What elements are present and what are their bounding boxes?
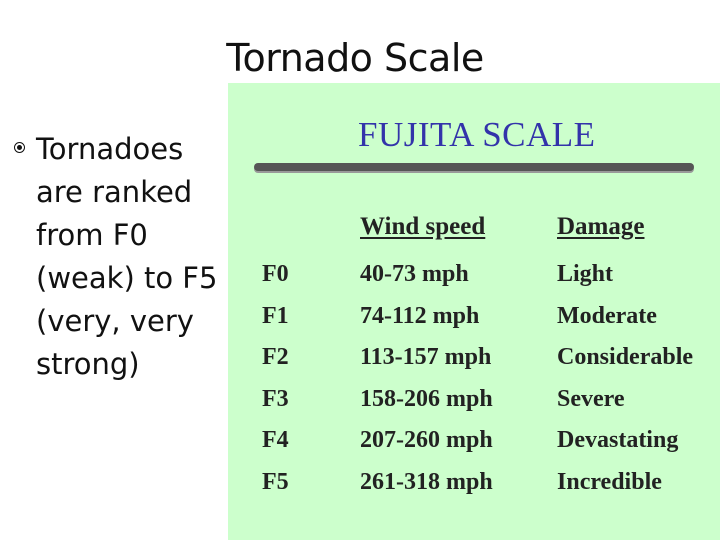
table-row: F4 207-260 mph Devastating bbox=[228, 427, 720, 467]
wind-cell: 261-318 mph bbox=[360, 469, 493, 495]
fujita-scale-title: FUJITA SCALE bbox=[358, 115, 596, 154]
bullet-circle-icon bbox=[14, 142, 25, 153]
wind-cell: 158-206 mph bbox=[360, 386, 493, 412]
wind-cell: 40-73 mph bbox=[360, 261, 469, 287]
damage-cell: Severe bbox=[557, 386, 625, 412]
fujita-scale-image: FUJITA SCALE Wind speed Damage F0 40-73 … bbox=[228, 83, 720, 540]
category-cell: F4 bbox=[262, 427, 289, 453]
category-cell: F3 bbox=[262, 386, 289, 412]
damage-cell: Devastating bbox=[557, 427, 679, 453]
wind-speed-header: Wind speed bbox=[360, 213, 486, 240]
category-cell: F0 bbox=[262, 261, 289, 287]
category-cell: F1 bbox=[262, 303, 289, 329]
wind-cell: 207-260 mph bbox=[360, 427, 493, 453]
title-divider bbox=[254, 163, 694, 171]
table-row: F0 40-73 mph Light bbox=[228, 261, 720, 301]
damage-header: Damage bbox=[557, 213, 645, 240]
slide-title: Tornado Scale bbox=[226, 36, 484, 80]
table-row: F2 113-157 mph Considerable bbox=[228, 344, 720, 384]
damage-cell: Incredible bbox=[557, 469, 662, 495]
table-row: F1 74-112 mph Moderate bbox=[228, 303, 720, 343]
wind-cell: 74-112 mph bbox=[360, 303, 480, 329]
table-row: F3 158-206 mph Severe bbox=[228, 386, 720, 426]
damage-cell: Light bbox=[557, 261, 614, 287]
category-cell: F5 bbox=[262, 469, 289, 495]
wind-cell: 113-157 mph bbox=[360, 344, 492, 370]
bullet-list: Tornadoes are ranked from F0 (weak) to F… bbox=[14, 128, 229, 386]
table-row: F5 261-318 mph Incredible bbox=[228, 469, 720, 509]
bullet-text: Tornadoes are ranked from F0 (weak) to F… bbox=[36, 132, 218, 381]
category-cell: F2 bbox=[262, 344, 289, 370]
damage-cell: Considerable bbox=[557, 344, 694, 370]
damage-cell: Moderate bbox=[557, 303, 657, 329]
